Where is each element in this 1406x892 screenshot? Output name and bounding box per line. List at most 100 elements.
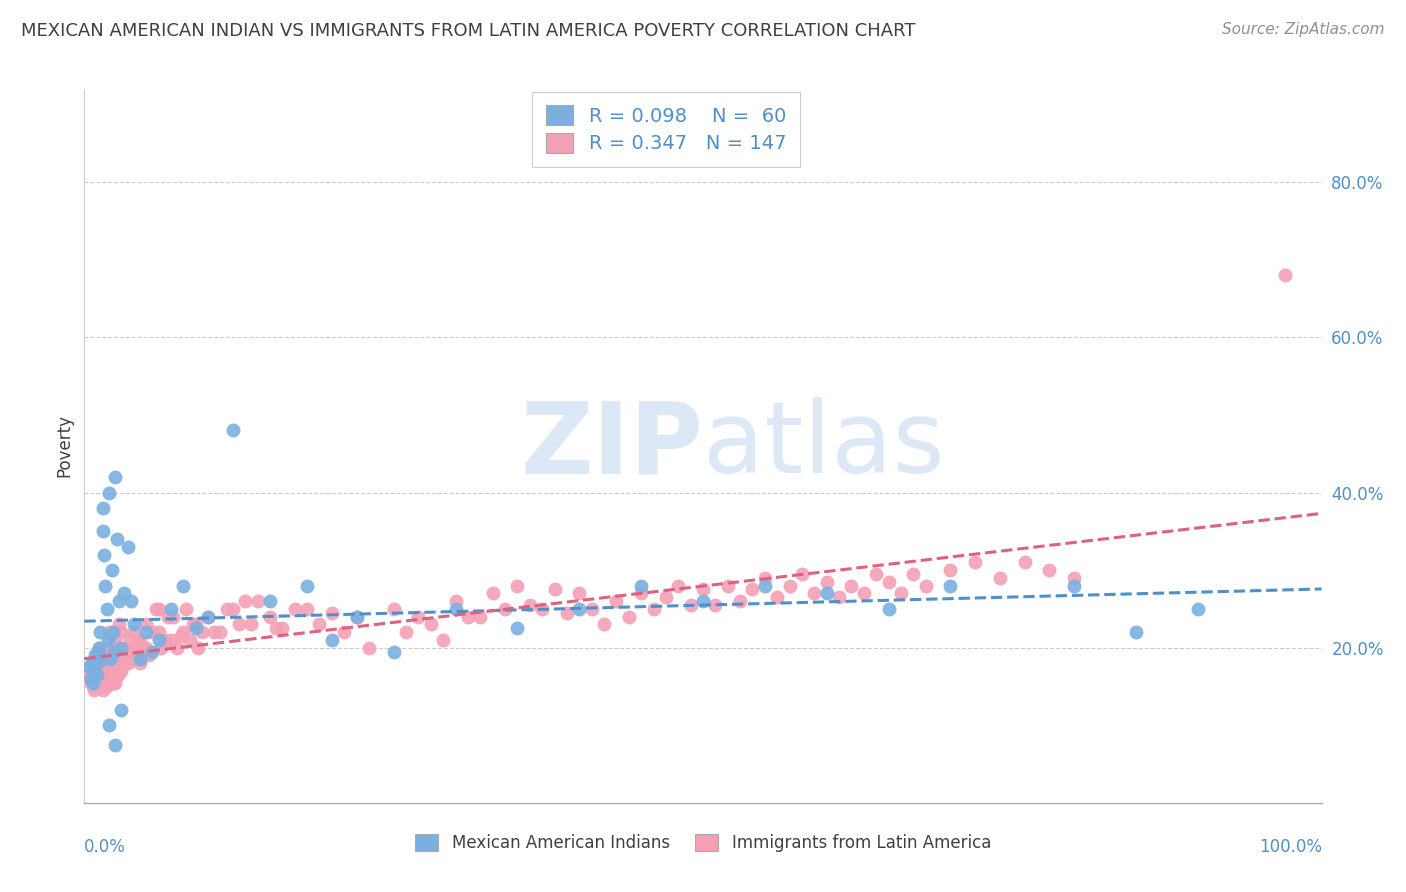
Point	[89, 660, 111, 674]
Point	[141, 625, 163, 640]
Point	[122, 648, 145, 663]
Point	[135, 625, 157, 640]
Point	[129, 652, 152, 666]
Point	[98, 664, 121, 678]
Point	[105, 532, 128, 546]
Point	[728, 594, 751, 608]
Point	[531, 602, 554, 616]
Point	[100, 563, 122, 577]
Point	[129, 632, 152, 647]
Point	[1038, 563, 1060, 577]
Point	[197, 609, 219, 624]
Point	[692, 582, 714, 597]
Point	[91, 524, 114, 539]
Point	[87, 644, 110, 658]
Point	[815, 586, 838, 600]
Point	[135, 617, 157, 632]
Point	[172, 579, 194, 593]
Point	[179, 632, 201, 647]
Point	[110, 664, 132, 678]
Point	[419, 617, 441, 632]
Point	[202, 625, 225, 640]
Point	[444, 602, 467, 616]
Point	[228, 617, 250, 632]
Point	[83, 664, 105, 678]
Point	[506, 621, 529, 635]
Point	[617, 609, 640, 624]
Point	[150, 640, 173, 655]
Point	[91, 648, 114, 663]
Point	[93, 675, 115, 690]
Point	[240, 617, 263, 632]
Point	[117, 640, 139, 655]
Point	[666, 579, 689, 593]
Point	[145, 602, 167, 616]
Point	[988, 571, 1011, 585]
Point	[271, 621, 294, 635]
Point	[803, 586, 825, 600]
Point	[89, 640, 111, 655]
Point	[181, 617, 204, 632]
Point	[98, 652, 121, 666]
Point	[82, 675, 104, 690]
Text: ZIP: ZIP	[520, 398, 703, 494]
Point	[506, 579, 529, 593]
Point	[120, 632, 142, 647]
Point	[172, 625, 194, 640]
Point	[120, 648, 142, 663]
Point	[233, 594, 256, 608]
Point	[333, 625, 356, 640]
Text: 100.0%: 100.0%	[1258, 838, 1322, 856]
Point	[939, 579, 962, 593]
Point	[346, 609, 368, 624]
Point	[97, 632, 120, 647]
Point	[110, 625, 132, 640]
Point	[779, 579, 801, 593]
Point	[357, 640, 380, 655]
Point	[457, 609, 479, 624]
Point	[308, 617, 330, 632]
Point	[494, 602, 516, 616]
Point	[222, 602, 245, 616]
Point	[865, 566, 887, 581]
Point	[605, 594, 627, 608]
Point	[174, 602, 197, 616]
Point	[89, 640, 111, 655]
Point	[852, 586, 875, 600]
Text: MEXICAN AMERICAN INDIAN VS IMMIGRANTS FROM LATIN AMERICA POVERTY CORRELATION CHA: MEXICAN AMERICAN INDIAN VS IMMIGRANTS FR…	[21, 22, 915, 40]
Point	[138, 648, 160, 663]
Point	[965, 555, 987, 569]
Point	[104, 738, 127, 752]
Point	[295, 602, 318, 616]
Point	[184, 617, 207, 632]
Point	[104, 656, 127, 670]
Point	[105, 640, 128, 655]
Point	[704, 598, 727, 612]
Point	[790, 566, 813, 581]
Point	[215, 602, 238, 616]
Point	[939, 563, 962, 577]
Point	[166, 640, 188, 655]
Point	[141, 644, 163, 658]
Point	[259, 594, 281, 608]
Point	[295, 579, 318, 593]
Point	[86, 648, 108, 663]
Point	[103, 660, 125, 674]
Point	[346, 609, 368, 624]
Point	[148, 625, 170, 640]
Point	[914, 579, 936, 593]
Point	[321, 632, 343, 647]
Point	[117, 540, 139, 554]
Point	[100, 648, 122, 663]
Point	[98, 625, 121, 640]
Point	[259, 609, 281, 624]
Point	[222, 424, 245, 438]
Point	[80, 664, 103, 678]
Point	[555, 606, 578, 620]
Y-axis label: Poverty: Poverty	[55, 415, 73, 477]
Point	[432, 632, 454, 647]
Point	[82, 680, 104, 694]
Point	[129, 656, 152, 670]
Point	[122, 617, 145, 632]
Point	[1063, 571, 1085, 585]
